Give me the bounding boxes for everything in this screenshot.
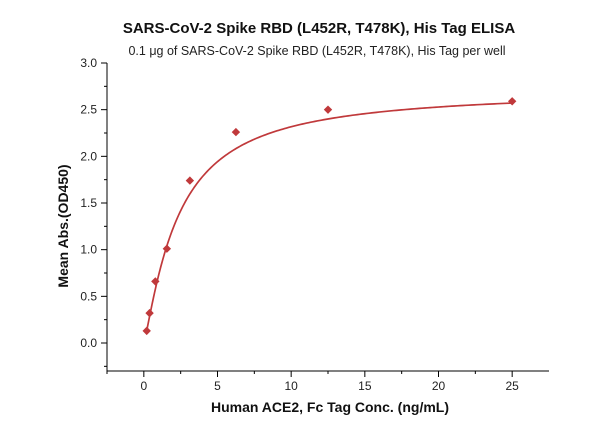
data-points <box>142 97 517 336</box>
tick-labels: 0.0 0.5 1.0 1.5 2.0 2.5 3.0 0 5 10 15 20 25 <box>80 56 519 393</box>
data-point <box>145 308 154 318</box>
y-axis-label: Mean Abs.(OD450) <box>55 164 71 287</box>
data-point <box>142 326 151 336</box>
data-point <box>323 105 333 114</box>
x-tick-label: 10 <box>284 379 298 393</box>
data-point <box>231 127 241 137</box>
x-axis-label: Human ACE2, Fc Tag Conc. (ng/mL) <box>211 399 449 415</box>
data-point <box>185 176 195 185</box>
fit-curve <box>145 102 513 331</box>
chart-subtitle: 0.1 μg of SARS-CoV-2 Spike RBD (L452R, T… <box>128 44 505 58</box>
x-tick-label: 15 <box>358 379 372 393</box>
y-tick-label: 2.0 <box>80 149 97 163</box>
y-tick-label: 3.0 <box>80 56 97 70</box>
x-tick-label: 25 <box>505 379 519 393</box>
data-point <box>162 244 172 253</box>
x-tick-label: 5 <box>214 379 221 393</box>
x-tick-label: 0 <box>140 379 147 393</box>
fit-curve-layer <box>145 102 513 331</box>
data-point <box>507 97 517 106</box>
y-tick-label: 1.5 <box>80 196 97 210</box>
data-point <box>151 277 160 286</box>
y-tick-label: 0.5 <box>80 289 97 303</box>
y-tick-label: 1.0 <box>80 243 97 257</box>
tick-marks <box>101 62 513 377</box>
chart-title: SARS-CoV-2 Spike RBD (L452R, T478K), His… <box>123 20 515 37</box>
y-tick-label: 0.0 <box>80 336 97 350</box>
y-tick-label: 2.5 <box>80 103 97 117</box>
x-tick-label: 20 <box>432 379 446 393</box>
